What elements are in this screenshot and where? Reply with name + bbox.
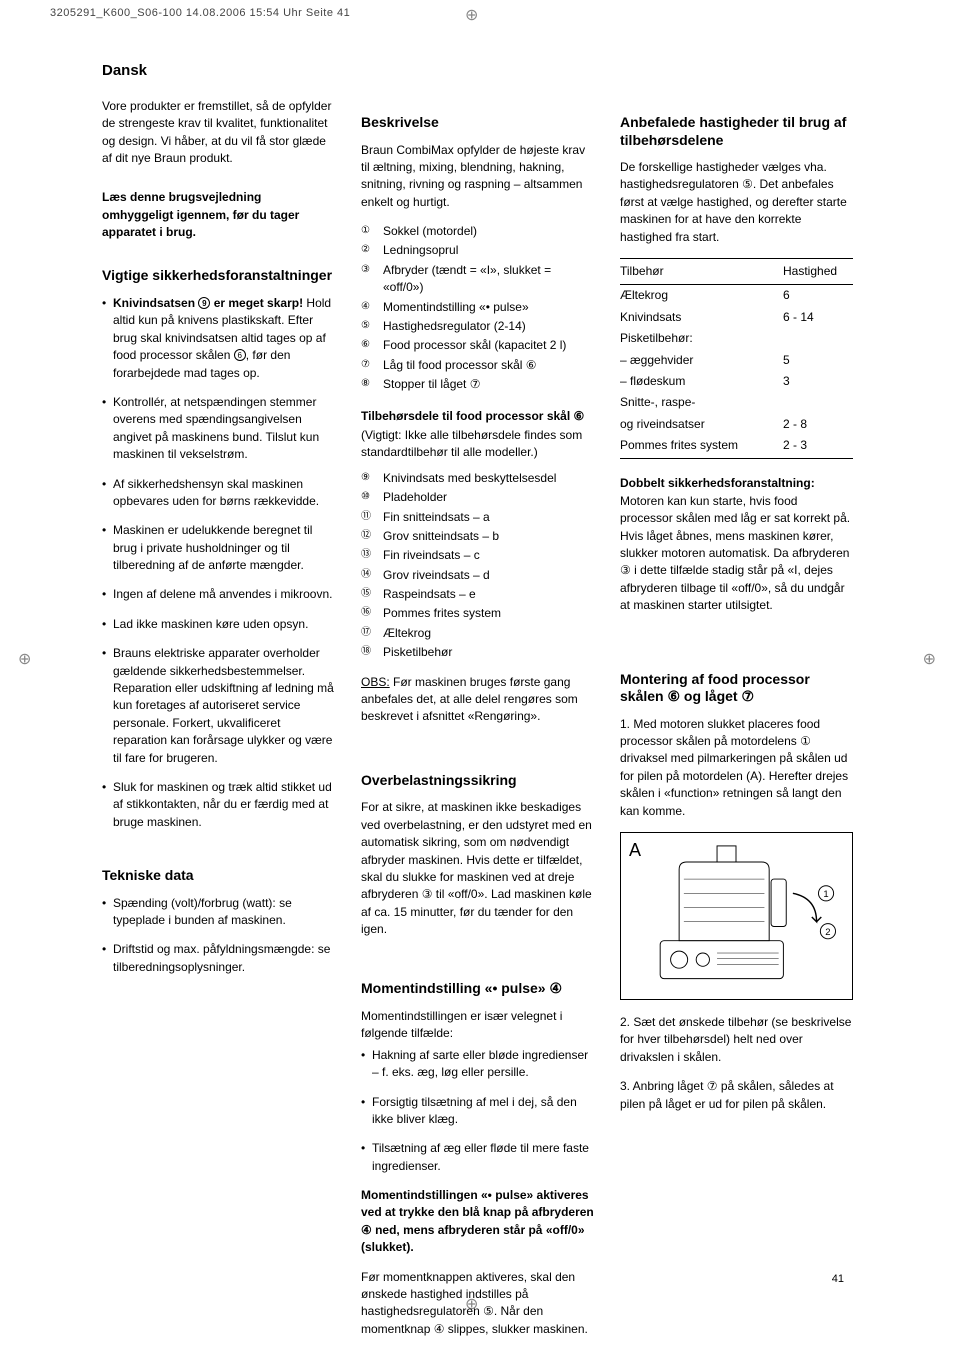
safety-list: Knivindsatsen 9 er meget skarp! Hold alt… — [102, 295, 335, 831]
list-item: ⑫Grov snitteindsats – b — [361, 528, 594, 545]
table-row: – æggehvider5 — [620, 350, 853, 371]
safety-heading: Vigtige sikkerhedsforanstaltninger — [102, 267, 335, 285]
tech-list: Spænding (volt)/forbrug (watt): se typep… — [102, 895, 335, 977]
acc-subhead: Tilbehørsdele til food processor skål ⑥ — [361, 408, 594, 425]
acc-list: ⑨Knivindsats med beskyttelsesdel ⑩Pladeho… — [361, 470, 594, 662]
column-2: Beskrivelse Braun CombiMax opfylder de h… — [361, 60, 594, 1350]
list-item: Ingen af delene må anvendes i mikroovn. — [102, 586, 335, 603]
parts-list: ①Sokkel (motordel) ②Ledningsoprul ③Afbryde… — [361, 223, 594, 394]
mount-step-1: 1. Med motoren slukket placeres food pro… — [620, 716, 853, 820]
list-item: Spænding (volt)/forbrug (watt): se typep… — [102, 895, 335, 930]
mount-step-2: 2. Sæt det ønskede tilbehør (se beskrive… — [620, 1014, 853, 1066]
table-row: Pisketilbehør: — [620, 328, 853, 349]
list-item: Af sikkerhedshensyn skal maskinen opbeva… — [102, 476, 335, 511]
list-item: ⑱Pisketilbehør — [361, 644, 594, 661]
list-item: ⑭Grov riveindsats – d — [361, 567, 594, 584]
double-safety: Dobbelt sikkerhedsforanstaltning: Motore… — [620, 475, 853, 614]
pulse-after: Før momentknappen aktiveres, skal den øn… — [361, 1269, 594, 1339]
double-text: Motoren kan kun starte, hvis food proces… — [620, 494, 850, 612]
figure-a: A 1 2 — [620, 832, 853, 1000]
intro-text: Vore produkter er fremstillet, så de opf… — [102, 98, 335, 168]
pulse-heading: Momentindstilling «• pulse» ④ — [361, 980, 594, 998]
list-item: Hakning af sarte eller bløde ingrediense… — [361, 1047, 594, 1082]
column-3: Anbefalede hastigheder til brug af tilbe… — [620, 60, 853, 1350]
list-item: ⑯Pommes frites system — [361, 605, 594, 622]
table-row: – flødeskum3 — [620, 371, 853, 392]
desc-heading: Beskrivelse — [361, 114, 594, 132]
pulse-list: Hakning af sarte eller bløde ingrediense… — [361, 1047, 594, 1175]
print-header: 3205291_K600_S06-100 14.08.2006 15:54 Uh… — [50, 6, 350, 22]
obs-label: OBS: — [361, 675, 390, 689]
figure-label: A — [629, 837, 641, 863]
obs-text: Før maskinen bruges første gang anbefale… — [361, 675, 578, 724]
page-content: Dansk Vore produkter er fremstillet, så … — [102, 60, 854, 1350]
svg-text:2: 2 — [825, 927, 830, 938]
list-item: ⑪Fin snitteindsats – a — [361, 509, 594, 526]
list-item: ⑧Stopper til låget ⑦ — [361, 376, 594, 393]
mount-heading: Montering af food processor skålen ⑥ og … — [620, 671, 853, 706]
list-item: Kontrollér, at netspændingen stemmer ove… — [102, 394, 335, 464]
appliance-illustration: 1 2 — [627, 839, 845, 995]
read-notice: Læs denne brugsvejledning omhyggeligt ig… — [102, 189, 335, 241]
speed-heading: Anbefalede hastigheder til brug af tilbe… — [620, 114, 853, 149]
table-row: Knivindsats6 - 14 — [620, 307, 853, 328]
table-row: Æltekrog6 — [620, 285, 853, 307]
language-title: Dansk — [102, 60, 335, 82]
obs-paragraph: OBS: Før maskinen bruges første gang anb… — [361, 674, 594, 726]
desc-intro: Braun CombiMax opfylder de højeste krav … — [361, 142, 594, 212]
tech-heading: Tekniske data — [102, 867, 335, 885]
list-item: Brauns elektriske apparater overholder g… — [102, 645, 335, 767]
list-item: ②Ledningsoprul — [361, 242, 594, 259]
table-row: og riveindsatser2 - 8 — [620, 414, 853, 435]
reg-mark-top: ⊕ — [465, 4, 478, 27]
speed-intro: De forskellige hastigheder vælges vha. h… — [620, 159, 853, 246]
list-item: ①Sokkel (motordel) — [361, 223, 594, 240]
list-item: Tilsætning af æg eller fløde til mere fa… — [361, 1140, 594, 1175]
list-item: Driftstid og max. påfyldningsmængde: se … — [102, 941, 335, 976]
list-item: ⑮Raspeindsats – e — [361, 586, 594, 603]
speed-table: TilbehørHastighedÆltekrog6Knivindsats6 -… — [620, 258, 853, 460]
list-item: ⑬Fin riveindsats – c — [361, 547, 594, 564]
column-1: Dansk Vore produkter er fremstillet, så … — [102, 60, 335, 1350]
overload-heading: Overbelastningssikring — [361, 772, 594, 790]
table-row: Pommes frites system2 - 3 — [620, 435, 853, 459]
list-item: ⑤Hastighedsregulator (2-14) — [361, 318, 594, 335]
list-item: ⑰Æltekrog — [361, 625, 594, 642]
list-item: ⑥Food processor skål (kapacitet 2 l) — [361, 337, 594, 354]
list-item: Forsigtig tilsætning af mel i dej, så de… — [361, 1094, 594, 1129]
list-item: ⑨Knivindsats med beskyttelsesdel — [361, 470, 594, 487]
list-item: Sluk for maskinen og træk altid stikket … — [102, 779, 335, 831]
double-title: Dobbelt sikkerhedsforanstaltning: — [620, 476, 815, 490]
mount-step-3: 3. Anbring låget ⑦ på skålen, således at… — [620, 1078, 853, 1113]
table-row: Snitte-, raspe- — [620, 392, 853, 413]
pulse-intro: Momentindstillingen er især velegnet i f… — [361, 1008, 594, 1043]
svg-text:1: 1 — [823, 889, 828, 900]
list-item: Knivindsatsen 9 er meget skarp! Hold alt… — [102, 295, 335, 382]
list-item: ③Afbryder (tændt = «I», slukket = «off/0… — [361, 262, 594, 297]
list-item: ⑩Pladeholder — [361, 489, 594, 506]
list-item: Maskinen er udelukkende beregnet til bru… — [102, 522, 335, 574]
list-item: Lad ikke maskinen køre uden opsyn. — [102, 616, 335, 633]
reg-mark-left: ⊕ — [18, 648, 31, 671]
list-item: ⑦Låg til food processor skål ⑥ — [361, 357, 594, 374]
list-item: ④Momentindstilling «• pulse» — [361, 299, 594, 316]
reg-mark-right: ⊕ — [923, 648, 936, 671]
overload-text: For at sikre, at maskinen ikke beskadige… — [361, 799, 594, 938]
pulse-bold: Momentindstillingen «• pulse» aktiveres … — [361, 1187, 594, 1257]
acc-note: (Vigtigt: Ikke alle tilbehørsdele findes… — [361, 427, 594, 462]
